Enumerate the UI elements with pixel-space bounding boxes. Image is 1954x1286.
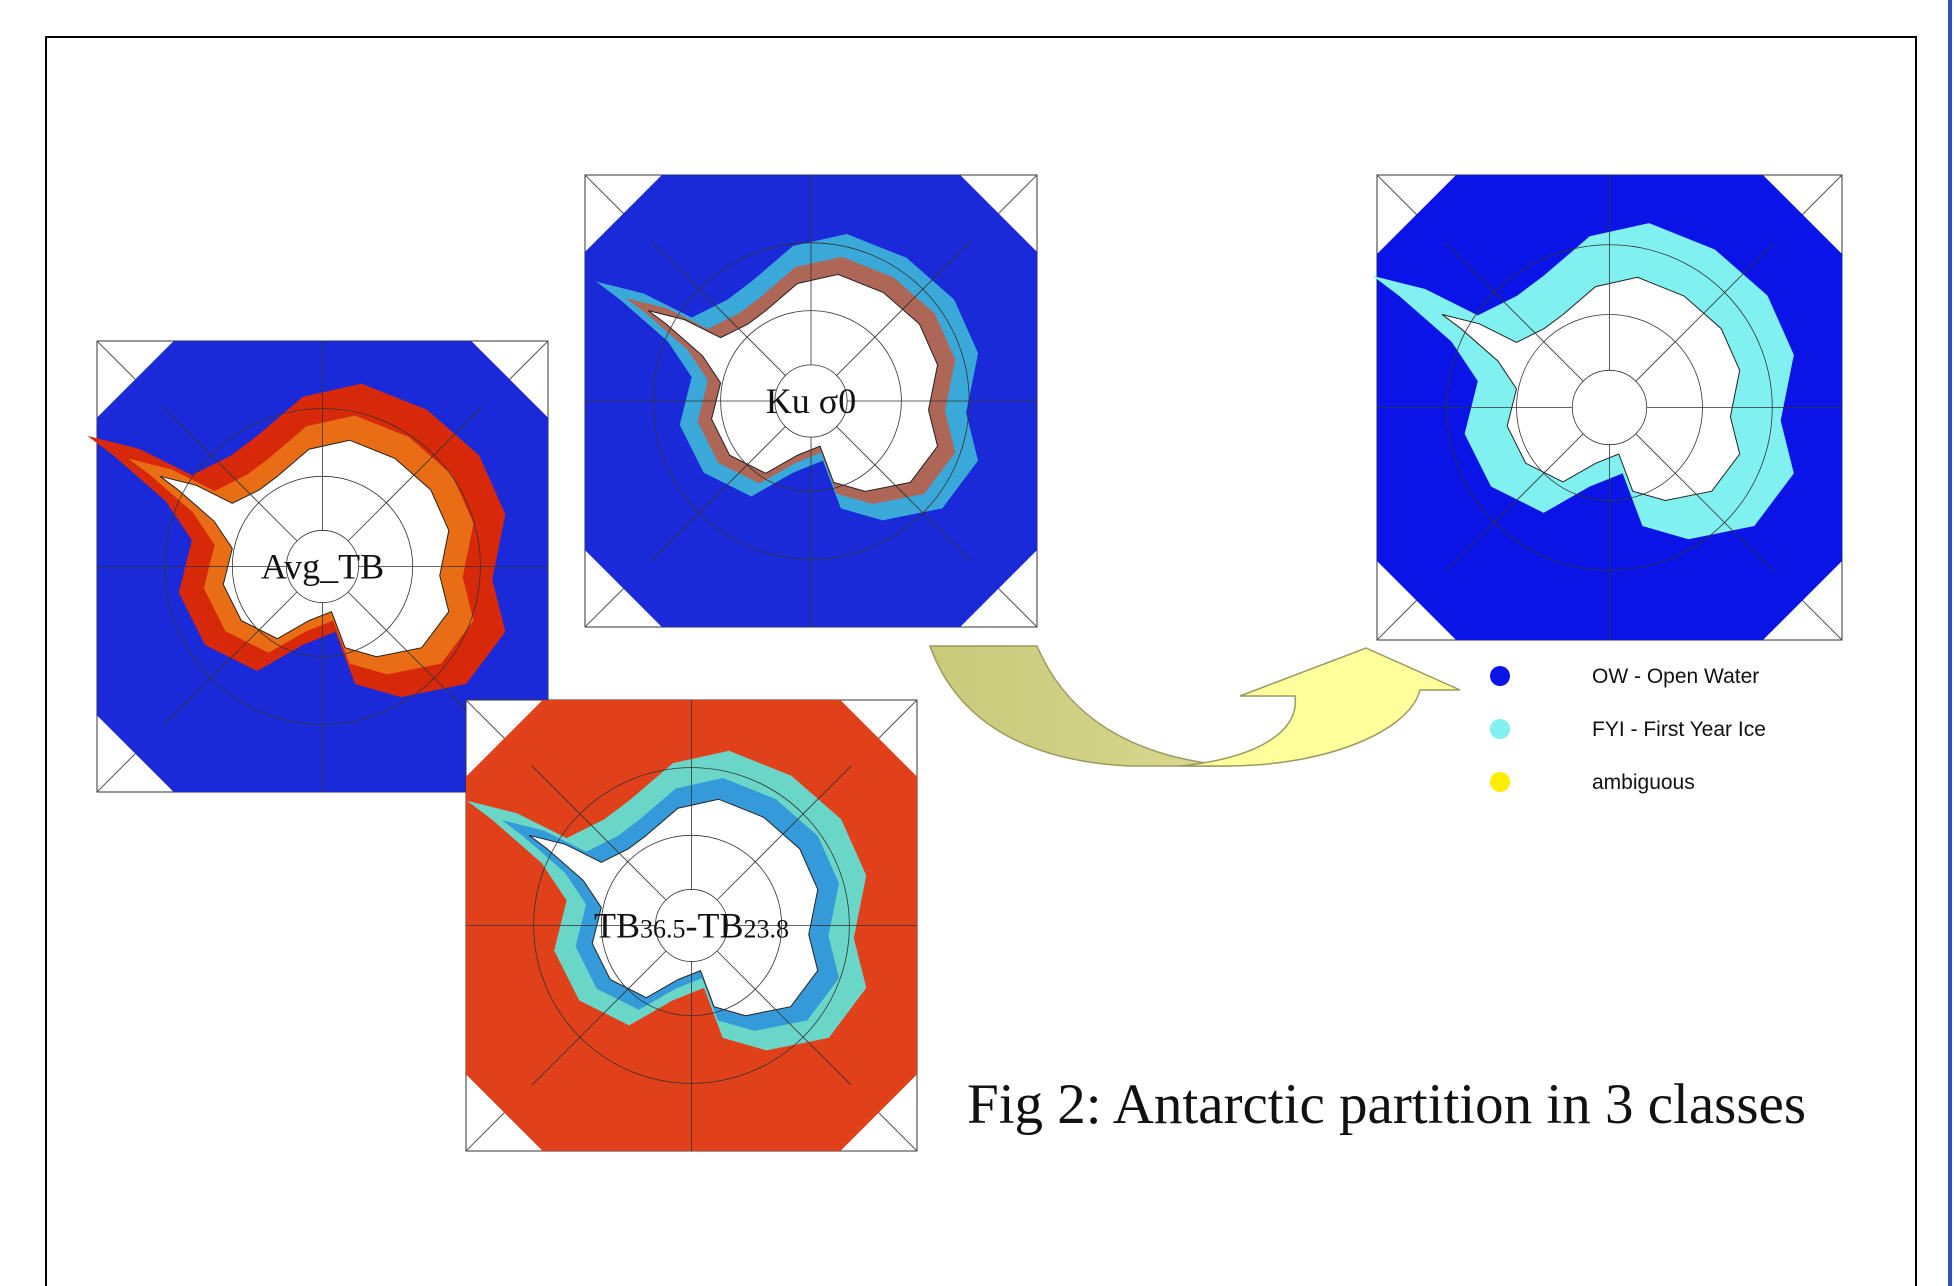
map [1372,175,1842,640]
caption: Fig 2: Antarctic partition in 3 classes [967,1073,1806,1136]
legend-label: OW - Open Water [1592,665,1759,688]
label-main: -TB [686,906,744,946]
label-subscript: 36.5 [640,915,686,944]
slide: Avg_TB Ku σ0 TB36.5-TB23.8 OW - Open Water… [0,0,1954,1286]
legend-swatch [1490,772,1510,792]
legend-swatch [1490,719,1510,739]
map: Ku σ0 [585,175,1037,627]
map: TB36.5-TB23.8 [466,700,917,1151]
map-label: Avg_TB [261,547,384,587]
legend-label: ambiguous [1592,771,1695,794]
label-subscript: 23.8 [744,915,790,944]
label-main: TB [594,906,640,946]
legend-swatch [1490,666,1510,686]
map-label: Ku σ0 [766,381,856,421]
legend-label: FYI - First Year Ice [1592,718,1766,741]
page: Avg_TB Ku σ0 TB36.5-TB23.8 OW - Open Water… [0,0,1954,1286]
